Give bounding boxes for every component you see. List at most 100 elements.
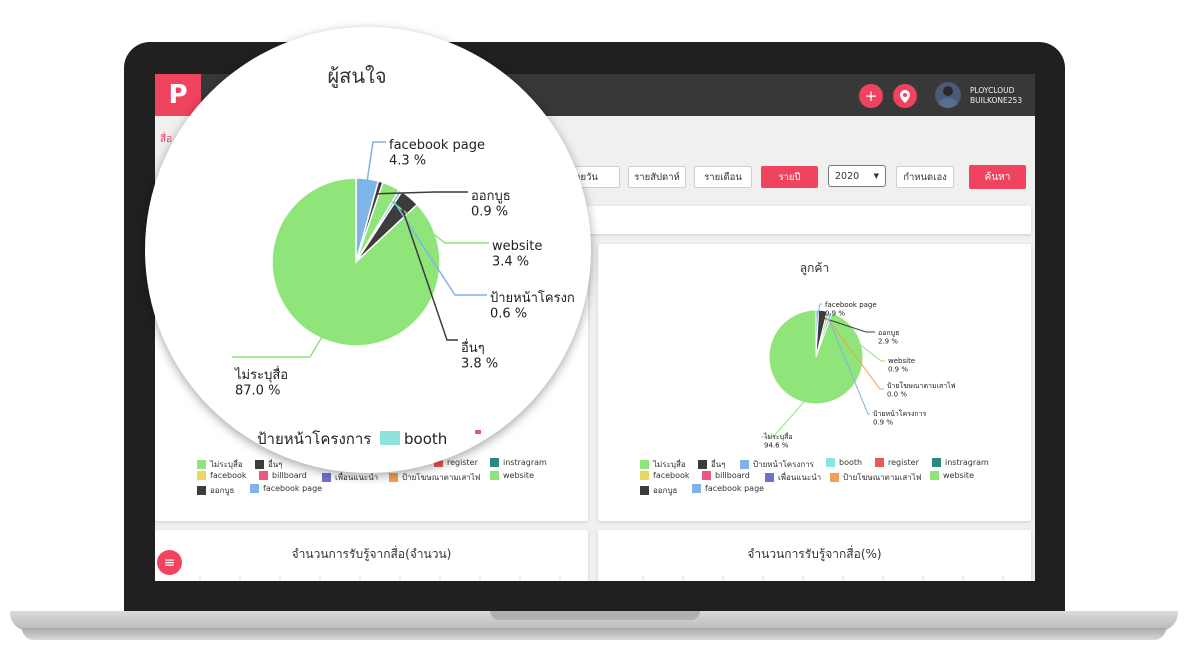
legend-swatch (434, 458, 443, 467)
legend-swatch (702, 471, 711, 480)
pie-slice-label: ออกบูธ (471, 189, 511, 204)
legend-item[interactable]: ไม่ระบุสื่อ (640, 458, 686, 471)
legend-label: booth (404, 430, 447, 448)
pie-slice[interactable] (768, 309, 864, 405)
pie-leader-line (385, 196, 489, 244)
legend-item[interactable]: อื่นๆ (698, 458, 726, 471)
legend-item[interactable]: website (490, 471, 534, 480)
legend-item[interactable]: register (875, 458, 919, 467)
magnified-prospect-chart: ผู้สนใจ booth ป้ายหน้าโครงการ ไม่ระบุสื่… (145, 27, 591, 473)
legend-item[interactable]: website (930, 471, 974, 480)
legend-item[interactable]: billboard (259, 471, 307, 480)
legend-swatch (698, 460, 707, 469)
avatar[interactable] (935, 82, 961, 108)
legend-item[interactable]: ป้ายหน้าโครงการ (740, 458, 814, 471)
count-chart-card: จำนวนการรับรู้จากสื่อ(จำนวน) (155, 530, 588, 581)
legend-swatch (640, 486, 649, 495)
user-name: PLOYCLOUD (970, 86, 1015, 95)
pie-slice-value: 3.8 % (461, 357, 498, 372)
pie-slice-label: ไม่ระบุสื่อ (763, 432, 793, 441)
pie-leader-line (821, 317, 875, 333)
pie-slice-label: facebook page (389, 138, 485, 153)
legend-item[interactable]: ป้ายโฆษณาตามเสาไฟ (389, 471, 480, 484)
legend-swatch (197, 471, 206, 480)
legend-item[interactable]: billboard (702, 471, 750, 480)
legend-item[interactable]: อื่นๆ (255, 458, 283, 471)
legend-label: ไม่ระบุสื่อ (210, 460, 243, 469)
pie-slice-value: 3.4 % (492, 255, 529, 270)
legend-item[interactable]: ป้ายโฆษณาตามเสาไฟ (830, 471, 921, 484)
user-id: BUILKONE253 (970, 96, 1023, 105)
legend-label: ออกบูธ (653, 486, 678, 495)
pie-slice-value: 0.6 % (490, 307, 527, 322)
percent-chart-title: จำนวนการรับรู้จากสื่อ(%) (747, 547, 882, 561)
pie-slice-label: ออกบูธ (878, 329, 899, 337)
pie-leader-line (761, 396, 810, 438)
search-button[interactable]: ค้นหา (969, 165, 1026, 189)
pie-slice-value: 0.9 % (888, 365, 908, 373)
legend-label: facebook (653, 471, 690, 480)
pie-slice-label: website (888, 357, 915, 365)
pie-leader-line (393, 201, 487, 296)
legend-label: ป้ายหน้าโครงการ (753, 460, 814, 469)
legend-item[interactable]: facebook (197, 471, 247, 480)
count-chart-grid (199, 576, 561, 581)
pie-slice-label: ป้ายโฆษณาตามเสาไฟ (887, 381, 956, 390)
legend-item[interactable]: facebook page (692, 484, 764, 493)
legend-swatch (640, 471, 649, 480)
legend-item[interactable]: facebook (640, 471, 690, 480)
legend-label: website (943, 471, 974, 480)
pie-slice-value: 0.9 % (825, 309, 845, 317)
legend-label: ออกบูธ (210, 486, 235, 495)
laptop-base (10, 611, 1178, 631)
map-pin-icon[interactable] (893, 84, 917, 108)
legend-swatch (322, 473, 331, 482)
pie-slice-label: ป้ายหน้าโครงการ (873, 409, 927, 418)
legend-item[interactable]: register (434, 458, 478, 467)
percent-chart-grid (642, 576, 1004, 581)
legend-label: facebook (210, 471, 247, 480)
pie-slice-value: 94.6 % (764, 441, 789, 449)
legend-item[interactable]: เพื่อนแนะนำ (322, 471, 378, 484)
legend-swatch (197, 460, 206, 469)
legend-swatch (640, 460, 649, 469)
legend-item[interactable]: facebook page (250, 484, 322, 493)
legend-item[interactable]: ออกบูธ (197, 484, 234, 497)
legend-swatch (475, 430, 481, 434)
pie-slice-value: 0.9 % (471, 205, 508, 220)
legend-swatch (930, 471, 939, 480)
prospect-chart-title: ผู้สนใจ (327, 64, 386, 89)
legend-swatch (740, 460, 749, 469)
legend-item[interactable]: ออกบูธ (640, 484, 677, 497)
legend-label: เพื่อนแนะนำ (778, 473, 822, 482)
pie-slice-label: ไม่ระบุสื่อ (234, 366, 288, 383)
pie-leader-line (376, 191, 468, 195)
legend-swatch (490, 471, 499, 480)
year-select[interactable]: 2020 ▼ (828, 165, 886, 187)
legend-item[interactable]: instragram (490, 458, 547, 467)
breadcrumb[interactable]: สื่อ (160, 134, 173, 145)
count-chart-title: จำนวนการรับรู้จากสื่อ(จำนวน) (291, 547, 452, 561)
plus-icon[interactable]: + (859, 84, 883, 108)
legend-swatch (259, 471, 268, 480)
pie-slice[interactable] (271, 177, 441, 347)
legend-swatch (250, 484, 259, 493)
pie-leader-line (827, 318, 884, 390)
yearly-filter-button[interactable]: รายปี (761, 166, 818, 188)
legend-label: facebook page (705, 484, 765, 493)
legend-label: อื่นๆ (711, 460, 726, 469)
custom-range-button[interactable]: กำหนดเอง (896, 166, 954, 188)
hamburger-menu-icon[interactable]: ≡ (157, 550, 182, 575)
pie-leader-line (828, 318, 870, 415)
legend-item[interactable]: ไม่ระบุสื่อ (197, 458, 243, 471)
legend-item[interactable]: booth (826, 458, 862, 467)
legend-swatch (389, 473, 398, 482)
legend-item[interactable]: เพื่อนแนะนำ (765, 471, 821, 484)
user-info[interactable]: PLOYCLOUD BUILKONE253 (970, 86, 1022, 106)
app-logo[interactable]: P (155, 74, 201, 116)
legend-label: ป้ายโฆษณาตามเสาไฟ (402, 473, 481, 482)
legend-label: billboard (715, 471, 750, 480)
legend-item[interactable]: instragram (932, 458, 989, 467)
weekly-filter-button[interactable]: รายสัปดาห์ (628, 166, 686, 188)
monthly-filter-button[interactable]: รายเดือน (694, 166, 752, 188)
